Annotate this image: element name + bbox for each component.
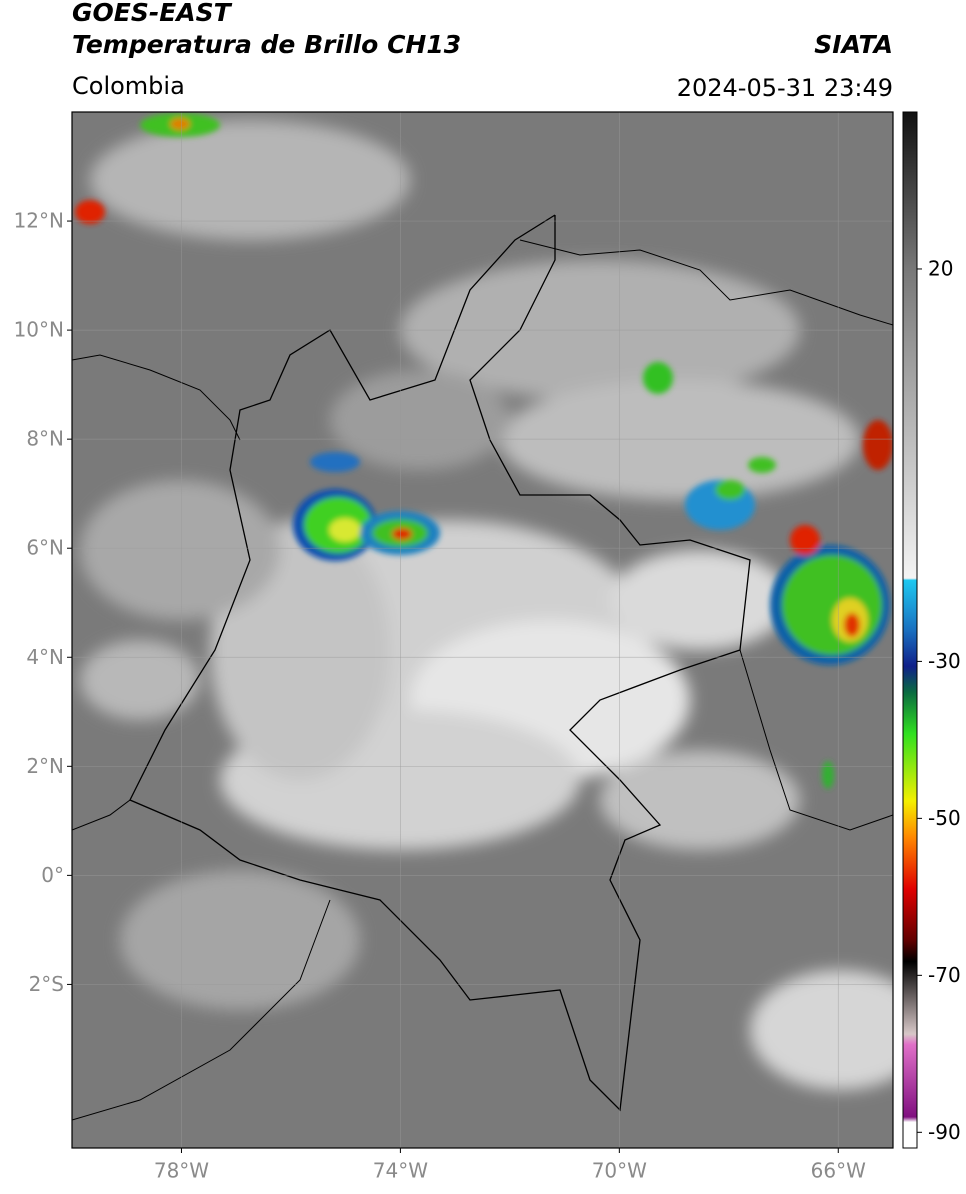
colorbar-tick-label: -50 [928, 806, 961, 830]
lat-tick-label: 4°N [26, 645, 64, 669]
satellite-image [72, 112, 893, 1148]
colorbar-tick-label: -70 [928, 963, 961, 987]
colorbar-tick-label: -30 [928, 649, 961, 673]
subtitle: Temperatura de Brillo CH13 [72, 30, 461, 59]
lat-tick-label: 10°N [14, 318, 64, 342]
source: SIATA [814, 30, 893, 59]
datetime: 2024-05-31 23:49 [677, 74, 893, 102]
lat-tick-label: 0° [41, 863, 64, 887]
map-frame [71, 111, 894, 1149]
colorbar-tick-label: -90 [928, 1120, 961, 1144]
colorbar-tick-label: 20 [928, 256, 953, 280]
lat-tick-label: 8°N [26, 427, 64, 451]
title: GOES-EAST [72, 0, 233, 27]
colorbar [902, 111, 918, 1149]
lon-tick-label: 78°W [154, 1159, 209, 1183]
lat-tick-label: 6°N [26, 536, 64, 560]
lat-tick-label: 2°S [29, 972, 64, 996]
lon-tick-label: 66°W [811, 1159, 866, 1183]
lat-tick-label: 12°N [14, 209, 64, 233]
lat-tick-label: 2°N [26, 754, 64, 778]
graticule [72, 112, 893, 1148]
lon-tick-label: 74°W [373, 1159, 428, 1183]
region: Colombia [72, 72, 185, 100]
lon-tick-label: 70°W [592, 1159, 647, 1183]
